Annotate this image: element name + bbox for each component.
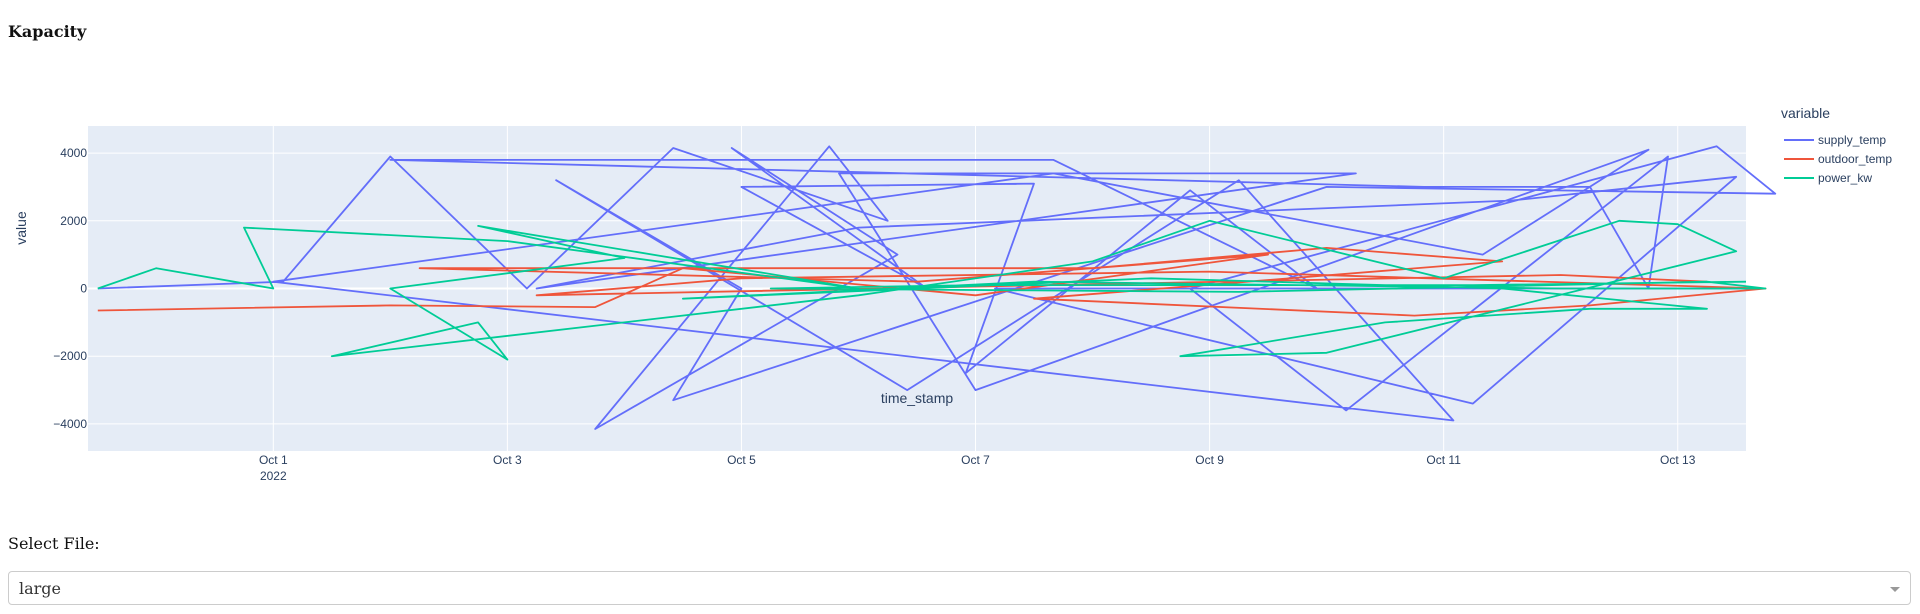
x-tick-label: Oct 5 bbox=[727, 453, 756, 467]
legend-title: variable bbox=[1781, 105, 1830, 121]
select-file-label: Select File: bbox=[8, 534, 100, 553]
x-tick-label: Oct 11 bbox=[1426, 453, 1461, 467]
file-select-value: large bbox=[19, 579, 62, 598]
line-chart[interactable]: Oct 1 2022 Oct 3 Oct 5 Oct 7 Oct 9 Oct 11 Oct 1… bbox=[0, 100, 1920, 500]
legend-item-outdoor-temp[interactable]: outdoor_temp bbox=[1784, 152, 1892, 166]
legend-item-power-kw[interactable]: power_kw bbox=[1784, 171, 1872, 185]
chart-container[interactable]: Oct 1 2022 Oct 3 Oct 5 Oct 7 Oct 9 Oct 11 Oct 1… bbox=[0, 100, 1920, 500]
legend-label: outdoor_temp bbox=[1818, 152, 1892, 166]
series-line-power-kw[interactable] bbox=[97, 219, 1767, 361]
x-axis-title: time_stamp bbox=[881, 390, 954, 406]
legend-label: supply_temp bbox=[1818, 133, 1886, 147]
x-tick-labels: Oct 1 2022 Oct 3 Oct 5 Oct 7 Oct 9 Oct 11 Oct 1… bbox=[259, 453, 1696, 483]
y-axis-title: value bbox=[13, 211, 29, 245]
x-tick-label: Oct 9 bbox=[1195, 453, 1224, 467]
y-tick-labels: 4000 2000 0 −2000 −4000 bbox=[53, 146, 87, 431]
page-title: Kapacity bbox=[8, 22, 87, 41]
x-tick-label: Oct 1 bbox=[259, 453, 288, 467]
legend: supply_temp outdoor_temp power_kw bbox=[1784, 133, 1892, 185]
y-tick-label: −2000 bbox=[53, 349, 87, 363]
x-tick-label: Oct 13 bbox=[1660, 453, 1696, 467]
series-line-supply-temp[interactable] bbox=[97, 145, 1777, 430]
y-tick-label: −4000 bbox=[53, 417, 87, 431]
x-tick-label: Oct 7 bbox=[961, 453, 990, 467]
x-tick-label: Oct 3 bbox=[493, 453, 522, 467]
y-gridlines bbox=[88, 152, 1746, 425]
y-tick-label: 0 bbox=[80, 282, 87, 296]
file-select-dropdown[interactable]: large bbox=[8, 571, 1911, 605]
x-tick-sublabel: 2022 bbox=[260, 469, 287, 483]
series-layer bbox=[97, 145, 1777, 430]
legend-item-supply-temp[interactable]: supply_temp bbox=[1784, 133, 1886, 147]
y-tick-label: 4000 bbox=[60, 146, 87, 160]
chevron-down-icon[interactable] bbox=[1890, 587, 1900, 592]
y-tick-label: 2000 bbox=[60, 214, 87, 228]
legend-label: power_kw bbox=[1818, 171, 1872, 185]
series-line-outdoor-temp[interactable] bbox=[97, 246, 1767, 317]
